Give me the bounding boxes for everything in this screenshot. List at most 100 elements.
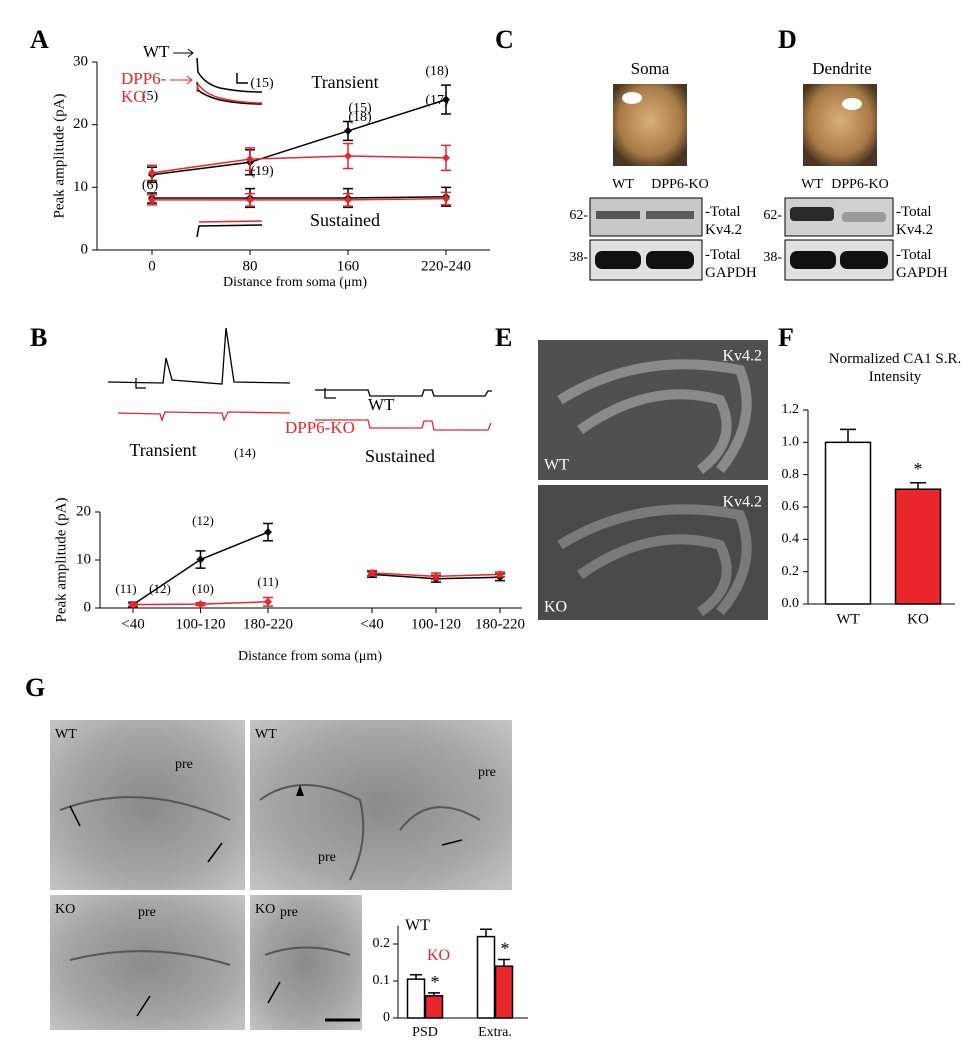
point [148,195,156,204]
band-label: -Total Kv4.2 [705,204,743,238]
point [344,152,352,160]
point [442,194,450,203]
arrowhead [296,785,304,796]
n-label: (6) [142,178,159,193]
legend-entry: DPP6-KO [121,69,167,106]
band-label: -Total GAPDH [896,247,948,281]
band-label: -Total Kv4.2 [896,204,934,238]
n-label: (14) [234,445,256,460]
x-axis-label: Distance from soma (μm) [223,275,367,290]
tissue-layer [557,359,752,474]
panel-letter: F [778,323,794,352]
point [496,570,504,579]
bar [406,978,426,1019]
mw-marker: 62- [763,208,782,223]
n-label: (5) [142,89,159,104]
chart-title: Normalized CA1 S.R. Intensity [828,351,962,385]
n-label: (10) [192,581,214,596]
blot-band [790,251,836,269]
n-label: (12) [192,513,214,528]
x-tick-label: 180-220 [243,616,293,632]
point [129,600,137,609]
y-tick-label: 0 [383,1010,390,1025]
legend-arrow [173,48,194,58]
micrograph-label: pre [175,757,193,772]
membrane [59,784,481,966]
legend-entry: WT [143,42,170,61]
mw-marker: 38- [763,250,782,265]
error-bar [840,428,856,443]
blot-title: Soma [631,59,670,78]
significance: * [501,939,510,959]
arrow [69,805,463,1017]
point [196,555,205,564]
y-axis-label: Peak amplitude (pA) [51,94,67,219]
x-tick-label: 180-220 [475,616,525,632]
y-tick-label: 0.2 [373,936,391,951]
bar [894,488,942,605]
error-bar [910,482,926,490]
micrograph [250,895,362,1030]
legend-entry: DPP6-KO [285,418,355,437]
legend-entry: WT [405,917,430,934]
n-label: (15) [348,101,372,116]
x-tick-label: PSD [412,1025,438,1040]
line [151,155,447,174]
panel-letter: D [778,25,797,54]
micrograph-label: WT [255,727,277,742]
y-tick-label: 0 [81,241,89,257]
n-label: (11) [257,574,278,589]
point [196,600,205,609]
y-tick-label: 1.0 [782,435,800,450]
lane-label: WT [801,177,823,192]
point [442,153,450,162]
trace-inset [107,327,492,431]
legend-arrow [170,75,193,85]
x-tick-label: <40 [360,616,383,632]
micrograph-label: pre [478,765,496,780]
line [152,197,447,201]
y-tick-label: 0.1 [373,973,391,988]
x-tick-label: KO [907,611,929,627]
micrograph-label: KO [255,902,275,917]
x-tick-label: WT [836,611,859,627]
x-tick-label: 160 [337,258,360,274]
significance: * [914,459,923,479]
stain-label: Kv4.2 [722,494,762,511]
x-axis-label: Distance from soma (μm) [238,649,382,664]
y-tick-label: 10 [76,551,91,567]
micrograph [50,720,245,890]
panel-letter: C [495,25,514,54]
x-tick-label: <40 [121,616,144,632]
panel-letter: B [30,323,47,352]
x-tick-label: 100-120 [176,616,226,632]
stain-label: Kv4.2 [722,348,762,365]
n-label: (12) [149,581,171,596]
micrograph [250,720,512,890]
point [344,126,352,135]
blot-band [646,251,694,269]
y-tick-label: 0.6 [782,499,800,514]
micrograph-label: KO [55,902,75,917]
genotype-label: WT [544,457,569,474]
y-tick-label: 30 [73,53,88,69]
y-tick-label: 20 [73,116,88,132]
x-tick-label: 0 [148,258,156,274]
tissue-spot [842,98,862,110]
n-label: (18) [425,64,449,79]
lane-label: DPP6-KO [651,177,709,192]
annotation: Transient [311,72,378,92]
point [264,597,272,606]
y-tick-label: 0.8 [782,467,800,482]
tissue-spot [622,92,642,104]
annotation: Sustained [365,446,435,466]
annotation: Transient [129,440,196,460]
legend-entry: WT [368,395,395,414]
error-bar [480,928,492,937]
annotation: Sustained [310,210,380,230]
y-tick-label: 1.2 [782,402,800,417]
micrograph-label: pre [318,850,336,865]
y-tick-label: 0.0 [782,596,800,611]
y-tick-label: 0.4 [782,532,800,547]
